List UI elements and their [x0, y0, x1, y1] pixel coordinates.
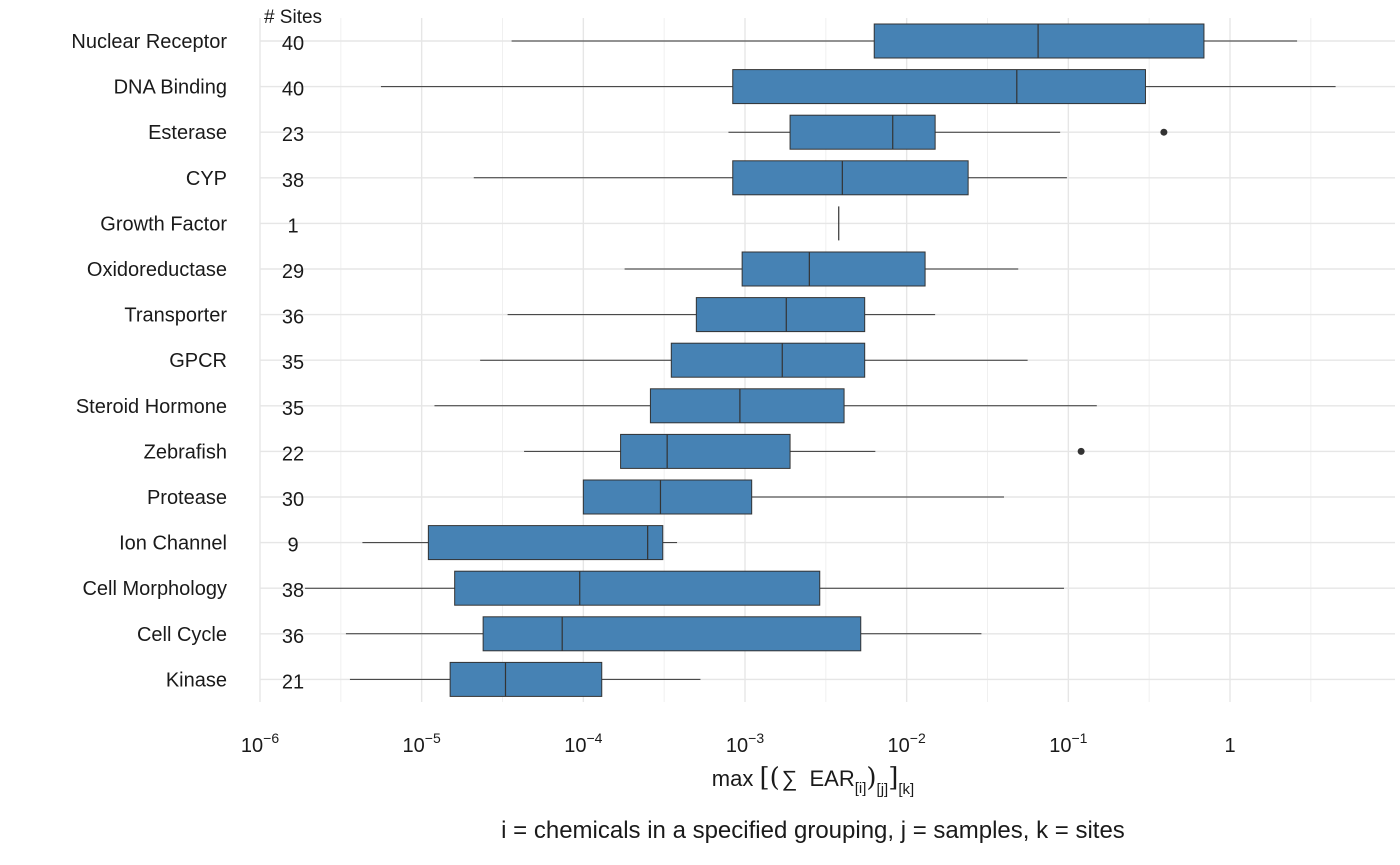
box-iqr	[454, 570, 821, 606]
xlabel-ear: EAR	[809, 766, 854, 791]
box-iqr	[649, 388, 845, 424]
site-count: 38	[282, 580, 304, 602]
x-tick-label: 10−6	[241, 730, 279, 757]
box-transporter	[507, 297, 936, 333]
category-label: Nuclear Receptor	[71, 31, 227, 53]
category-label: GPCR	[169, 350, 227, 372]
box-esterase	[728, 114, 1168, 150]
box-iqr	[582, 479, 753, 515]
box-dna-binding	[380, 69, 1336, 105]
box-iqr	[741, 251, 926, 287]
x-tick-label: 1	[1224, 735, 1235, 757]
category-labels: Nuclear Receptor DNA Binding Esterase CYP Gr…	[71, 31, 227, 691]
site-count: 36	[282, 307, 304, 329]
box-iqr	[732, 69, 1146, 105]
box-zebrafish	[524, 433, 1085, 469]
xlabel-sigma: ∑	[782, 766, 798, 791]
site-count: 35	[282, 352, 304, 374]
x-tick-label: 10−3	[726, 730, 764, 757]
xlabel-open-inner: (	[770, 763, 780, 793]
box-oxidoreductase	[624, 251, 1019, 287]
outlier-point	[1077, 447, 1085, 455]
x-tick-labels: 10−6 10−5 10−4 10−3 10−2 10−1 1	[241, 730, 1236, 757]
site-count: 30	[282, 489, 304, 511]
site-count: 38	[282, 170, 304, 192]
site-count: 29	[282, 261, 304, 283]
x-axis-label: max [(∑ EAR[i])[j]][k]	[712, 763, 914, 798]
outlier-point	[1160, 128, 1168, 136]
site-count: 40	[282, 33, 304, 55]
category-label: DNA Binding	[114, 77, 227, 99]
category-label: Zebrafish	[144, 441, 227, 463]
site-count: 22	[282, 443, 304, 465]
category-label: Protease	[147, 487, 227, 509]
box-protease	[582, 479, 1004, 515]
box-iqr	[427, 525, 664, 561]
category-label: Cell Cycle	[137, 624, 227, 646]
category-label: Transporter	[124, 305, 227, 327]
box-gpcr	[480, 342, 1028, 378]
xlabel-close-outer: ]	[888, 763, 898, 793]
site-counts: 40 40 23 38 1 29 36 35 35 22 30 9 38 36 21	[282, 33, 304, 693]
box-iqr	[670, 342, 866, 378]
box-cell-morphology	[305, 570, 1064, 606]
caption: i = chemicals in a specified grouping, j…	[501, 817, 1125, 844]
box-iqr	[732, 160, 969, 196]
box-nuclear-receptor	[511, 23, 1298, 59]
sites-header: # Sites	[264, 7, 322, 28]
xlabel-close-inner: )	[866, 763, 876, 793]
site-count: 35	[282, 398, 304, 420]
category-label: CYP	[186, 168, 227, 190]
category-label: Ion Channel	[119, 533, 227, 555]
xlabel-prefix: max	[712, 766, 760, 791]
x-tick-label: 10−5	[403, 730, 441, 757]
box-cyp	[473, 160, 1067, 196]
x-tick-label: 10−4	[564, 730, 602, 757]
site-count: 40	[282, 79, 304, 101]
x-tick-label: 10−2	[888, 730, 926, 757]
category-label: Kinase	[166, 669, 227, 691]
box-iqr	[482, 616, 862, 652]
category-label: Oxidoreductase	[87, 259, 227, 281]
box-iqr	[695, 297, 866, 333]
site-count: 36	[282, 626, 304, 648]
site-count: 1	[287, 215, 298, 237]
box-iqr	[789, 114, 936, 150]
x-tick-label: 10−1	[1049, 730, 1087, 757]
category-label: Cell Morphology	[82, 578, 227, 600]
box-kinase	[349, 661, 701, 697]
site-count: 9	[287, 535, 298, 557]
xlabel-open-outer: [	[759, 763, 769, 793]
category-label: Esterase	[148, 122, 227, 144]
box-iqr	[449, 661, 603, 697]
box-ion-channel	[362, 525, 678, 561]
category-label: Steroid Hormone	[76, 396, 227, 418]
xlabel-sub-k: [k]	[898, 781, 914, 798]
box-iqr	[873, 23, 1205, 59]
box-iqr	[620, 433, 791, 469]
category-label: Growth Factor	[100, 213, 227, 235]
boxes	[305, 23, 1336, 697]
box-cell-cycle	[345, 616, 982, 652]
site-count: 23	[282, 124, 304, 146]
box-steroid-hormone	[434, 388, 1097, 424]
xlabel-sub-i: [i]	[855, 780, 867, 797]
site-count: 21	[282, 671, 304, 693]
xlabel-sub-j: [j]	[877, 781, 889, 798]
